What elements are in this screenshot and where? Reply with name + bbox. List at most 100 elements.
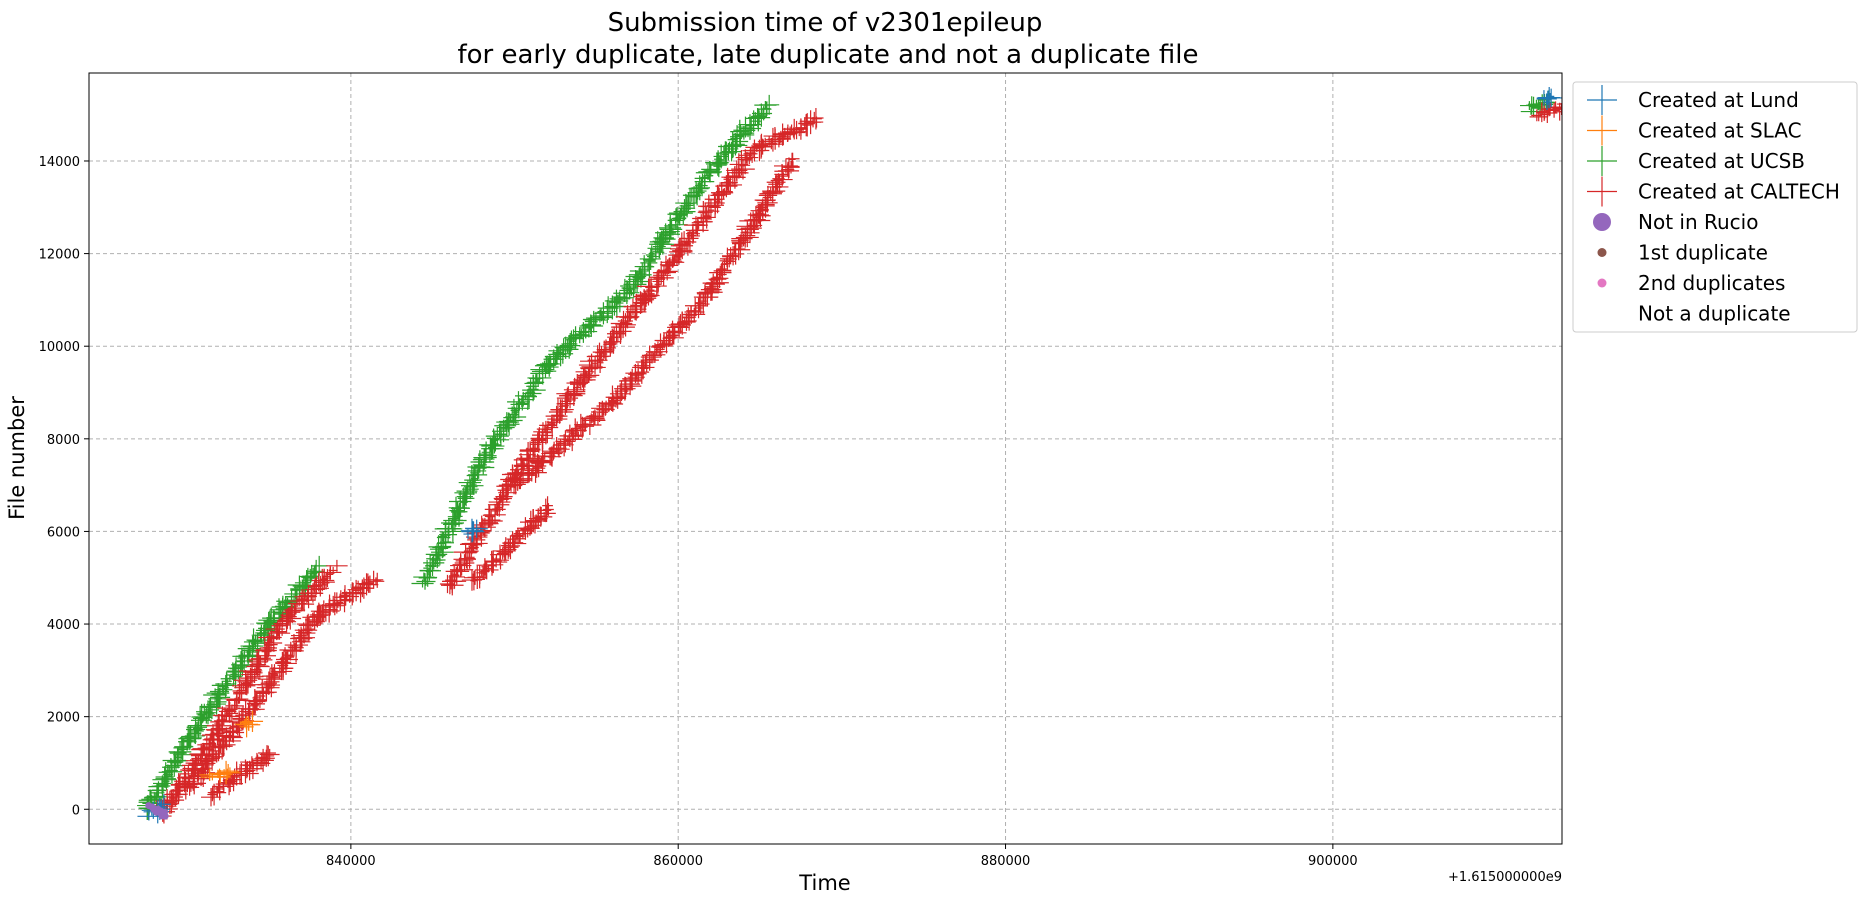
data-point: [782, 160, 800, 174]
data-point: [530, 434, 553, 443]
data-point: [572, 421, 582, 436]
data-point: [540, 498, 552, 523]
data-point: [554, 408, 565, 424]
data-point: [702, 211, 712, 222]
data-point: [777, 172, 790, 180]
data-point: [275, 652, 297, 675]
x-tick-label: 900000: [1308, 854, 1358, 869]
data-point: [257, 668, 282, 690]
data-point: [533, 509, 543, 526]
data-point: [258, 745, 276, 761]
data-point: [564, 432, 583, 441]
data-point: [609, 386, 626, 409]
data-point: [461, 528, 485, 535]
data-point: [259, 624, 269, 641]
x-axis-ticks: 840000 860000 880000 900000: [326, 844, 1358, 869]
data-point: [1556, 108, 1562, 110]
data-point: [542, 496, 553, 516]
data-point: [623, 298, 643, 315]
data-point: [502, 474, 526, 495]
data-point: [237, 681, 261, 688]
plot-frame: [88, 72, 1563, 845]
x-axis-offset-label: +1.615000000e9: [1448, 870, 1562, 885]
data-point: [543, 444, 563, 461]
data-point: [460, 518, 484, 543]
y-tick-label: 8000: [47, 433, 80, 448]
data-point: [458, 474, 481, 491]
data-point: [1552, 102, 1562, 121]
y-tick-label: 2000: [47, 711, 80, 726]
data-point: [268, 667, 280, 689]
y-tick-label: 12000: [39, 248, 80, 263]
data-point: [411, 579, 434, 588]
data-point: [211, 683, 225, 705]
data-point: [210, 786, 224, 797]
data-point: [735, 237, 745, 249]
legend-label: Created at Lund: [1638, 88, 1799, 112]
data-point: [1556, 103, 1562, 105]
data-point: [594, 302, 613, 325]
data-point: [569, 377, 590, 387]
data-point: [472, 460, 495, 475]
data-point: [537, 504, 556, 523]
data-point: [759, 94, 780, 115]
data-point: [453, 555, 476, 564]
data-point: [322, 572, 330, 581]
data-point: [1553, 107, 1562, 109]
data-point: [623, 289, 640, 296]
data-point: [186, 721, 208, 733]
data-point: [564, 435, 572, 446]
data-point: [666, 257, 680, 268]
data-point: [698, 195, 720, 218]
data-point: [232, 725, 243, 736]
data-point: [578, 360, 601, 370]
data-point: [499, 419, 508, 443]
data-point: [214, 685, 233, 694]
data-point: [754, 133, 769, 158]
legend-frame: [1572, 81, 1858, 333]
data-point: [262, 745, 275, 767]
data-point: [499, 484, 506, 507]
data-point: [712, 154, 727, 172]
data-point: [722, 147, 729, 162]
data-point: [1531, 109, 1543, 122]
data-point: [222, 768, 233, 781]
data-point: [576, 421, 595, 432]
data-point: [155, 766, 174, 788]
data-point: [613, 294, 623, 305]
data-point: [679, 232, 699, 245]
data-point: [229, 661, 242, 676]
data-point: [552, 347, 564, 358]
data-point: [492, 554, 501, 564]
x-tick-label: 840000: [326, 854, 376, 869]
data-point: [237, 718, 261, 731]
legend-label: Created at CALTECH: [1638, 180, 1840, 204]
data-point: [449, 501, 465, 520]
grid-lines: [89, 73, 1562, 844]
series-created-at-caltech: [153, 100, 1562, 824]
data-point: [645, 282, 659, 292]
data-point: [709, 265, 732, 280]
data-point: [695, 293, 704, 313]
legend-marker: [1587, 115, 1617, 146]
data-point: [239, 717, 253, 728]
data-point: [680, 238, 692, 245]
data-point: [659, 219, 683, 240]
data-point: [542, 424, 552, 436]
data-point: [597, 296, 619, 321]
data-point: [1526, 96, 1538, 115]
legend-marker: [1597, 278, 1607, 288]
legend-label: 2nd duplicates: [1638, 271, 1785, 295]
data-point: [1548, 102, 1560, 118]
data-point: [488, 555, 496, 576]
data-point: [490, 544, 510, 565]
y-tick-label: 0: [72, 803, 80, 818]
data-point: [645, 248, 656, 262]
legend-item: Not in Rucio: [1593, 210, 1758, 234]
data-point: [590, 412, 605, 426]
data-point: [731, 158, 755, 180]
data-point: [205, 722, 227, 738]
data-point: [511, 531, 524, 539]
chart-title-line-2: for early duplicate, late duplicate and …: [457, 40, 1198, 70]
data-point: [635, 292, 657, 305]
